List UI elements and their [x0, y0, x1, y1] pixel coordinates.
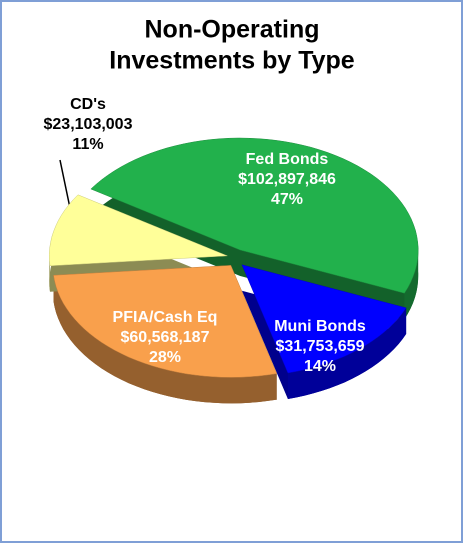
chart-title: Investments by Type: [109, 47, 355, 75]
data-label: Fed Bonds: [246, 151, 329, 168]
data-label: PFIA/Cash Eq: [113, 309, 218, 326]
data-label: $102,897,846: [238, 171, 336, 188]
data-label: CD's: [70, 96, 106, 113]
data-label: $60,568,187: [121, 329, 210, 346]
slice: [49, 194, 228, 267]
slice: [241, 264, 407, 374]
chart-title: Non-Operating: [145, 16, 320, 44]
slice: [90, 137, 419, 294]
slice-side: [287, 307, 407, 399]
data-label: $23,103,003: [44, 116, 133, 133]
slice: [53, 265, 278, 378]
slice-side: [404, 250, 419, 320]
data-label: 11%: [72, 136, 103, 153]
data-label: 28%: [149, 349, 181, 366]
leader-line: [59, 159, 71, 209]
data-label: Muni Bonds: [274, 318, 366, 335]
data-label: 14%: [304, 358, 336, 375]
data-label: 47%: [271, 191, 303, 208]
slice-side: [53, 275, 277, 404]
data-label: $31,753,659: [276, 338, 365, 355]
